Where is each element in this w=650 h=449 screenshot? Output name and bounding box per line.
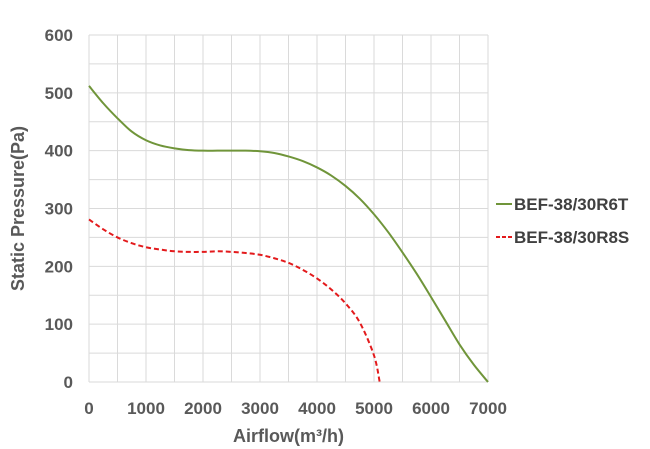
y-tick-label: 100: [45, 315, 73, 334]
x-tick-label: 7000: [469, 399, 507, 418]
series-line-1: [88, 85, 489, 383]
x-tick-label: 4000: [298, 399, 336, 418]
grid-lines: [88, 34, 489, 383]
x-axis-title: Airflow(m³/h): [233, 426, 344, 446]
legend-label-2: BEF-38/30R8S: [514, 228, 629, 247]
y-tick-label: 500: [45, 84, 73, 103]
x-tick-label: 3000: [241, 399, 279, 418]
y-tick-label: 0: [64, 373, 73, 392]
x-tick-labels: 0 1000 2000 3000 4000 5000 6000 7000: [84, 399, 507, 418]
y-tick-label: 400: [45, 142, 73, 161]
series-line-2: [88, 218, 381, 383]
legend-label-1: BEF-38/30R6T: [514, 195, 629, 214]
series-lines: [88, 85, 489, 383]
x-tick-label: 1000: [127, 399, 165, 418]
y-tick-label: 300: [45, 200, 73, 219]
y-tick-label: 200: [45, 257, 73, 276]
x-tick-label: 2000: [184, 399, 222, 418]
y-tick-labels: 0 100 200 300 400 500 600: [45, 26, 73, 392]
y-axis-title: Static Pressure(Pa): [8, 126, 28, 291]
x-tick-label: 5000: [355, 399, 393, 418]
y-tick-label: 600: [45, 26, 73, 45]
x-tick-label: 6000: [412, 399, 450, 418]
x-tick-label: 0: [84, 399, 93, 418]
legend: BEF-38/30R6T BEF-38/30R8S: [496, 195, 629, 247]
